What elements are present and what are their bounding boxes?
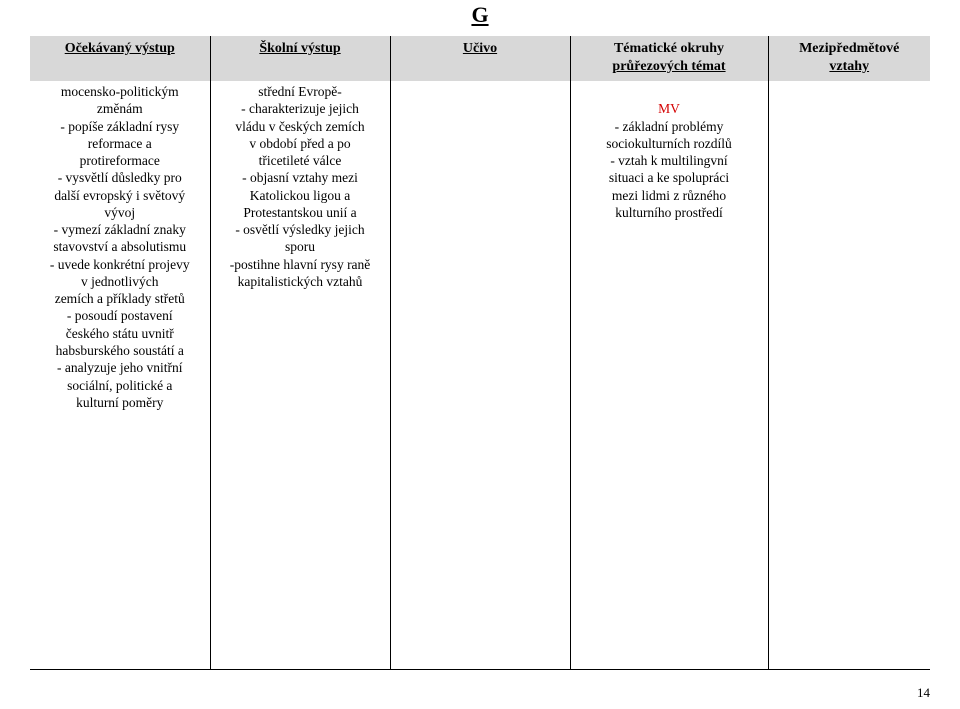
header-col1: Očekávaný výstup — [30, 36, 210, 81]
header-col2: Školní výstup — [210, 36, 390, 81]
cell-col5 — [768, 81, 930, 669]
cell-col2: střední Evropě- - charakterizuje jejich … — [210, 81, 390, 669]
cell-col3 — [390, 81, 570, 669]
mv-label: MV — [658, 101, 680, 116]
page-number: 14 — [917, 685, 930, 701]
header-col3: Učivo — [390, 36, 570, 81]
page-logo: G — [471, 2, 488, 28]
cell-col4: MV - základní problémy sociokulturních r… — [570, 81, 768, 669]
curriculum-table: Očekávaný výstup Školní výstup Učivo Tém… — [30, 36, 930, 670]
header-col4: Tématické okruhy průřezových témat — [570, 36, 768, 81]
header-col5: Mezipředmětové vztahy — [768, 36, 930, 81]
cell-col1: mocensko-politickým změnám - popíše zákl… — [30, 81, 210, 669]
